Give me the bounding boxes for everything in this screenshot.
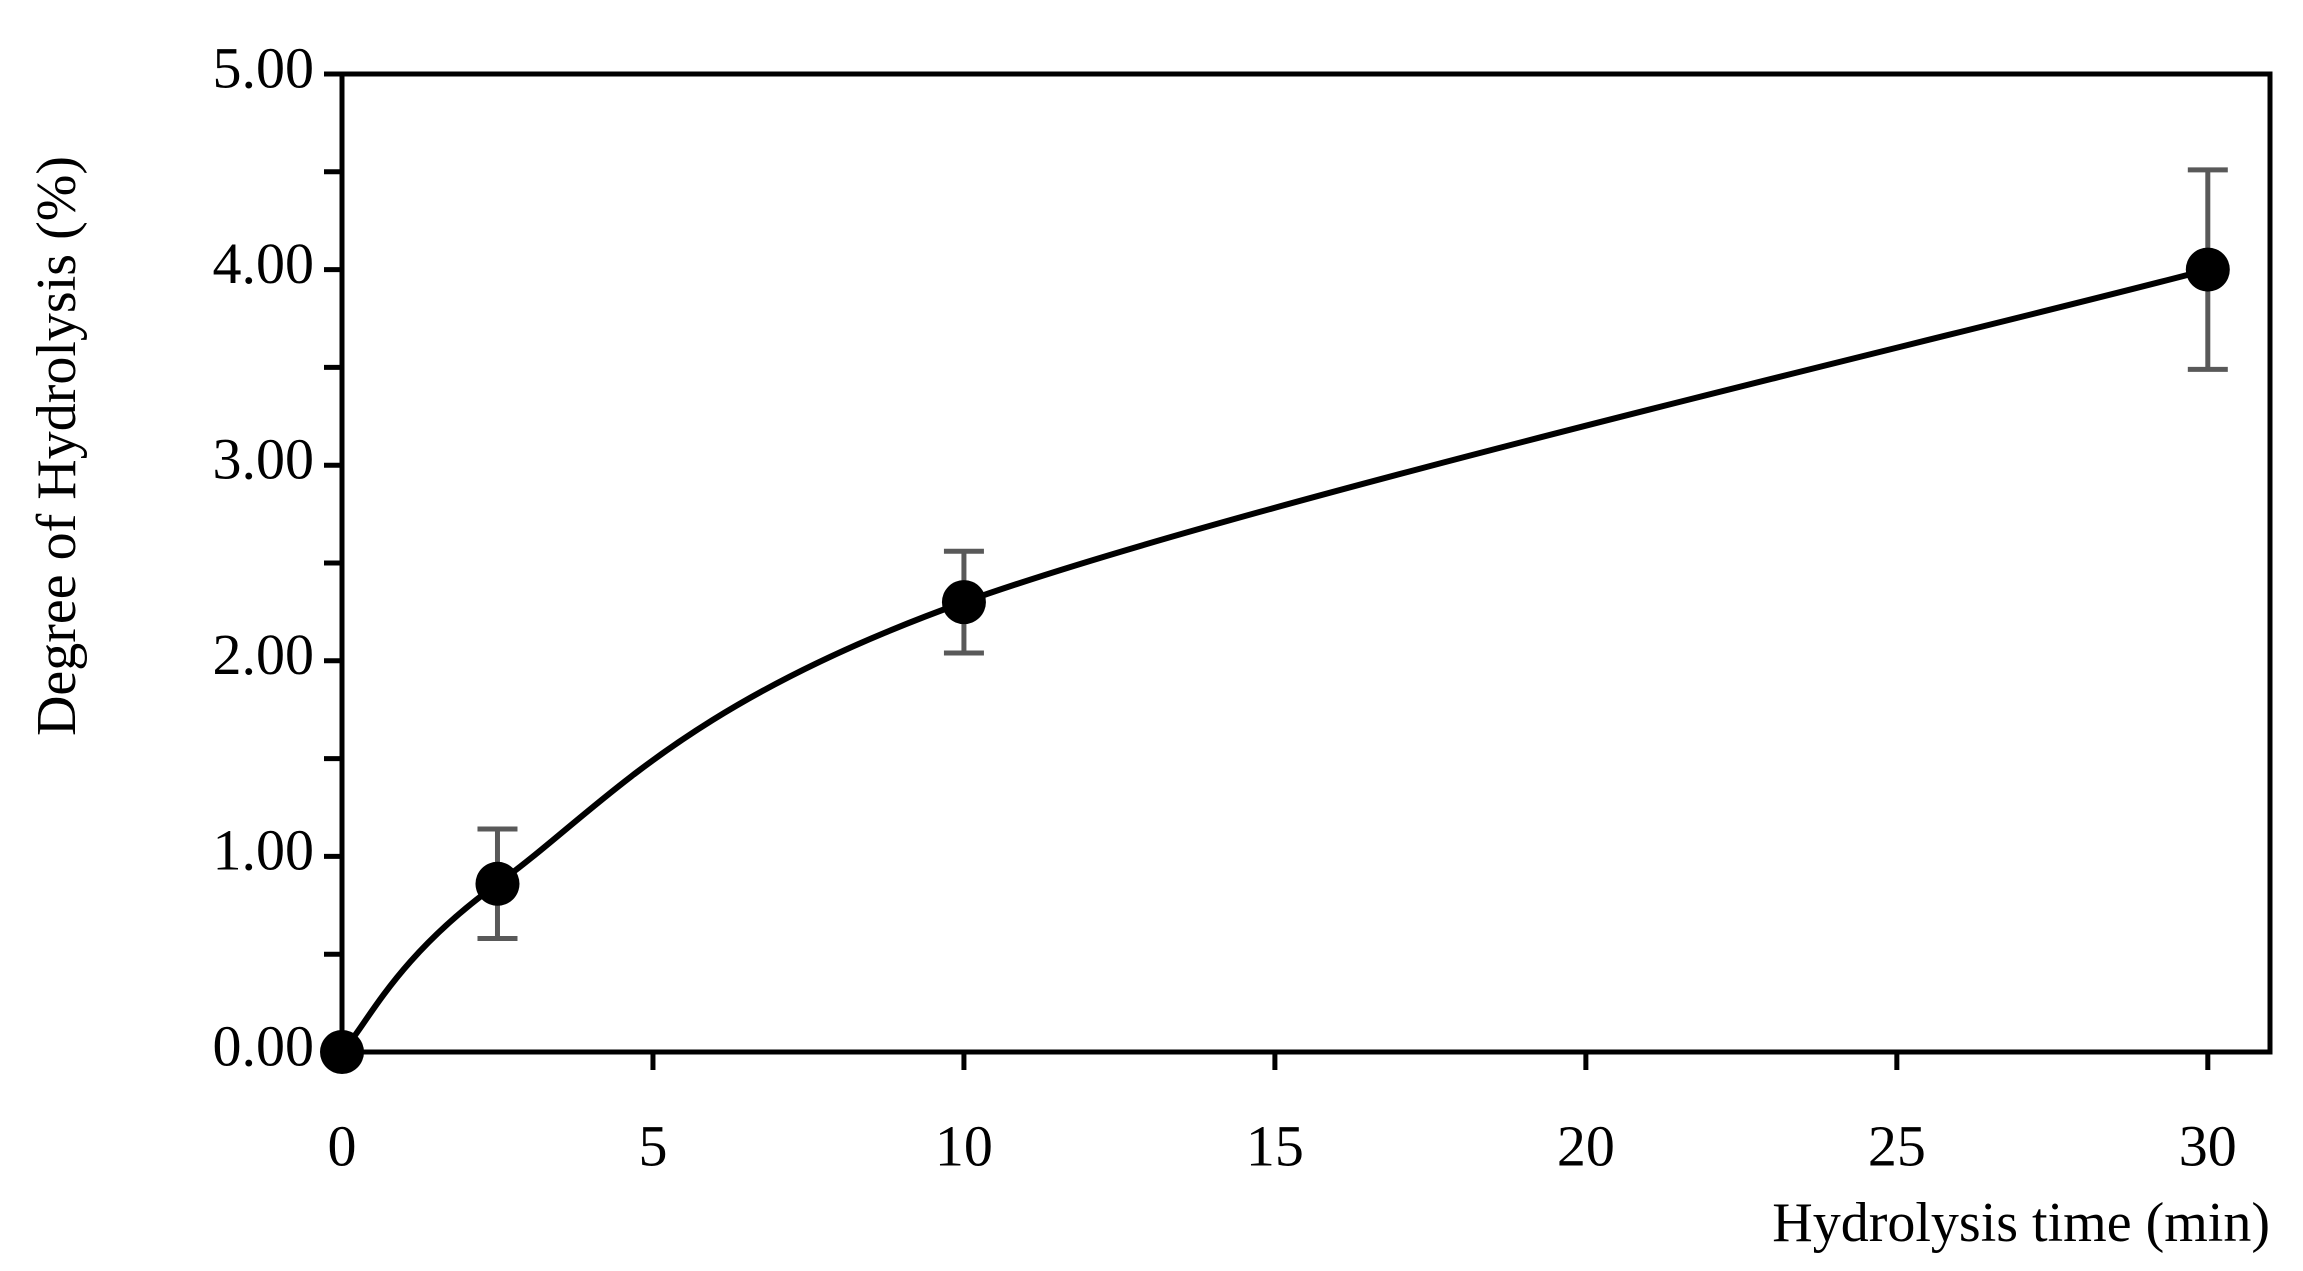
y-tick-label: 3.00 bbox=[213, 427, 315, 492]
x-tick-label: 20 bbox=[1557, 1113, 1615, 1178]
y-tick-label: 2.00 bbox=[213, 622, 315, 687]
data-line bbox=[339, 266, 2209, 1055]
data-point bbox=[475, 861, 520, 906]
y-tick-label: 0.00 bbox=[213, 1013, 315, 1078]
data-point bbox=[2185, 247, 2230, 292]
x-tick-label: 5 bbox=[638, 1113, 667, 1178]
data-point bbox=[320, 1030, 364, 1074]
x-tick-label: 25 bbox=[1868, 1113, 1926, 1178]
x-tick-label: 10 bbox=[935, 1113, 993, 1178]
x-tick-label: 0 bbox=[328, 1113, 357, 1178]
y-axis-title: Degree of Hydrolysis (%) bbox=[26, 156, 88, 736]
y-tick-label: 1.00 bbox=[213, 818, 315, 883]
plot-frame bbox=[339, 71, 2273, 1055]
x-tick-label: 15 bbox=[1246, 1113, 1304, 1178]
data-point bbox=[941, 580, 986, 625]
y-tick-label: 5.00 bbox=[213, 35, 315, 100]
x-tick-label: 30 bbox=[2179, 1113, 2237, 1178]
x-axis-title: Hydrolysis time (min) bbox=[1772, 1192, 2270, 1254]
y-tick-label: 4.00 bbox=[213, 231, 315, 296]
